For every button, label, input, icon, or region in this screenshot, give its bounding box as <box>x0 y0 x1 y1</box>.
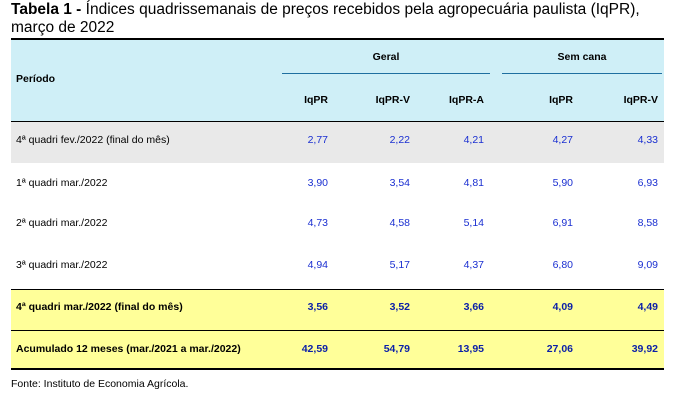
cell-value: 27,06 <box>546 343 573 355</box>
table-top-rule <box>11 38 664 40</box>
cell-value: 5,14 <box>463 217 484 229</box>
cell-value: 4,37 <box>463 259 484 271</box>
row-label: 1ª quadri mar./2022 <box>16 177 108 189</box>
source-note: Fonte: Instituto de Economia Agrícola. <box>11 378 189 390</box>
cell-value: 42,59 <box>301 343 328 355</box>
header-group-geral: Geral <box>372 51 400 63</box>
cell-value: 3,56 <box>307 301 328 313</box>
row-label: Acumulado 12 meses (mar./2021 a mar./202… <box>16 343 241 355</box>
cell-value: 2,77 <box>307 134 328 146</box>
cell-value: 6,93 <box>637 177 658 189</box>
cell-value: 8,58 <box>637 217 658 229</box>
row-label: 2ª quadri mar./2022 <box>16 217 108 229</box>
cell-value: 4,81 <box>463 177 484 189</box>
cell-value: 3,90 <box>307 177 328 189</box>
cell-value: 13,95 <box>457 343 484 355</box>
header-bottom-rule <box>11 121 664 122</box>
row-label: 4ª quadri fev./2022 (final do mês) <box>16 134 170 146</box>
cell-value: 3,66 <box>463 301 484 313</box>
cell-value: 4,73 <box>307 217 328 229</box>
header-group-geral-rule <box>282 73 490 74</box>
cell-value: 4,27 <box>552 134 573 146</box>
cell-value: 39,92 <box>631 343 658 355</box>
table-header <box>11 40 664 121</box>
cell-value: 5,17 <box>389 259 410 271</box>
row-separator <box>11 289 664 290</box>
table-title-line2: março de 2022 <box>11 19 115 36</box>
cell-value: 4,21 <box>463 134 484 146</box>
table-row <box>11 122 664 163</box>
header-col-semcana-iqpr: IqPR <box>549 94 573 106</box>
row-label: 4ª quadri mar./2022 (final do mês) <box>16 301 183 313</box>
cell-value: 3,52 <box>389 301 410 313</box>
row-separator <box>11 330 664 331</box>
table-row <box>11 331 664 368</box>
cell-value: 6,91 <box>552 217 573 229</box>
cell-value: 9,09 <box>637 259 658 271</box>
header-col-semcana-iqpr-v: IqPR-V <box>623 94 658 106</box>
cell-value: 54,79 <box>383 343 410 355</box>
cell-value: 4,58 <box>389 217 410 229</box>
table-row <box>11 290 664 330</box>
cell-value: 5,90 <box>552 177 573 189</box>
row-label: 3ª quadri mar./2022 <box>16 259 108 271</box>
header-col-iqpr: IqPR <box>304 94 328 106</box>
header-col-iqpr-a: IqPR-A <box>449 94 484 106</box>
cell-value: 6,80 <box>552 259 573 271</box>
table-title-prefix: Tabela 1 - <box>11 1 82 18</box>
header-group-semcana-rule <box>502 73 662 74</box>
cell-value: 4,33 <box>637 134 658 146</box>
cell-value: 4,94 <box>307 259 328 271</box>
table-bottom-rule <box>11 368 664 370</box>
cell-value: 2,22 <box>389 134 410 146</box>
cell-value: 4,09 <box>552 301 573 313</box>
header-group-semcana: Sem cana <box>557 51 607 63</box>
header-col-iqpr-v: IqPR-V <box>375 94 410 106</box>
cell-value: 3,54 <box>389 177 410 189</box>
table-title: Tabela 1 - Índices quadrissemanais de pr… <box>11 1 676 37</box>
cell-value: 4,49 <box>637 301 658 313</box>
table-title-text: Índices quadrissemanais de preços recebi… <box>85 1 640 18</box>
header-period: Período <box>16 73 56 85</box>
